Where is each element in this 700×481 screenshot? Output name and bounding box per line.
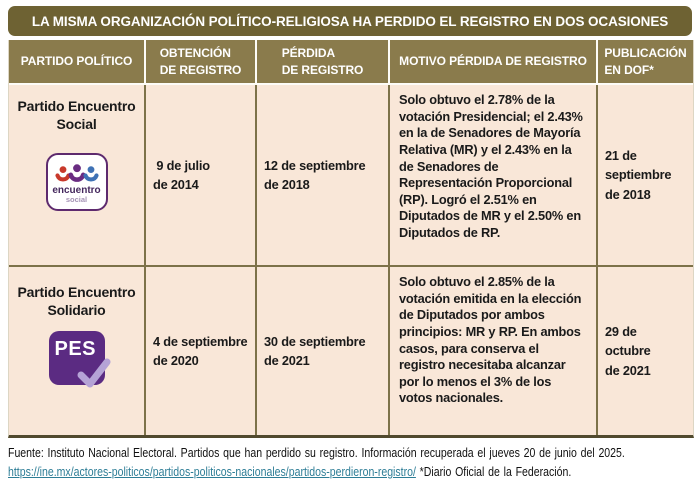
pes-logo: PES: [48, 331, 110, 388]
publicacion-date: 21 de septiembre de 2018: [605, 148, 672, 202]
motivo-cell-row2: Solo obtuvo el 2.85% de la votación emit…: [390, 267, 598, 435]
perdida-cell-row2: 30 de septiembre de 2021: [257, 267, 390, 435]
perdida-date: 30 de septiembre de 2021: [264, 333, 366, 368]
source-link[interactable]: https://ine.mx/actores-politicos/partido…: [8, 464, 416, 480]
dof-note: *Diario Oficial de la Federación.: [415, 464, 572, 480]
party-name: Partido Encuentro Social: [17, 98, 136, 133]
page-title: LA MISMA ORGANIZACIÓN POLÍTICO-RELIGIOSA…: [31, 13, 669, 29]
obtencion-date: 9 de julio de 2014: [153, 157, 210, 192]
checkmark-icon: [77, 358, 110, 388]
publicacion-date: 29 de octubre de 2021: [605, 324, 651, 378]
publicacion-cell-row2: 29 de octubre de 2021: [598, 267, 693, 435]
encuentro-social-logo: encuentro social: [45, 153, 108, 212]
column-header-partido: PARTIDO POLÍTICO: [9, 40, 146, 85]
column-header-motivo: MOTIVO PÉRDIDA DE REGISTRO: [390, 40, 598, 85]
source-footer: Fuente: Instituto Nacional Electoral. Pa…: [8, 443, 692, 481]
publicacion-cell-row1: 21 de septiembre de 2018: [598, 85, 693, 267]
party-cell-row1: Partido Encuentro Social encuentro socia…: [9, 85, 146, 267]
logo-word-encuentro: encuentro: [52, 184, 101, 196]
obtencion-cell-row2: 4 de septiembre de 2020: [146, 267, 257, 435]
perdida-date: 12 de septiembre de 2018: [264, 157, 366, 192]
column-header-perdida: PÉRDIDA DE REGISTRO: [257, 40, 390, 85]
registry-table: PARTIDO POLÍTICO OBTENCIÓN DE REGISTRO P…: [8, 40, 694, 438]
column-header-obtencion: OBTENCIÓN DE REGISTRO: [146, 40, 257, 85]
perdida-cell-row1: 12 de septiembre de 2018: [257, 85, 390, 267]
party-cell-row2: Partido Encuentro Solidario PES: [9, 267, 146, 435]
obtencion-date: 4 de septiembre de 2020: [153, 333, 248, 368]
obtencion-cell-row1: 9 de julio de 2014: [146, 85, 257, 267]
source-text: Fuente: Instituto Nacional Electoral. Pa…: [8, 445, 625, 460]
logo-word-pes: PES: [54, 338, 97, 361]
logo-word-social: social: [65, 194, 88, 204]
title-banner: LA MISMA ORGANIZACIÓN POLÍTICO-RELIGIOSA…: [8, 6, 692, 36]
people-icon: [54, 164, 99, 182]
motivo-text: Solo obtuvo el 2.85% de la votación emit…: [399, 274, 582, 406]
party-name: Partido Encuentro Solidario: [17, 284, 136, 319]
motivo-text: Solo obtuvo el 2.78% de la votación Pres…: [399, 92, 583, 240]
motivo-cell-row1: Solo obtuvo el 2.78% de la votación Pres…: [390, 85, 598, 267]
column-header-publicacion: PUBLICACIÓN EN DOF*: [598, 40, 693, 85]
